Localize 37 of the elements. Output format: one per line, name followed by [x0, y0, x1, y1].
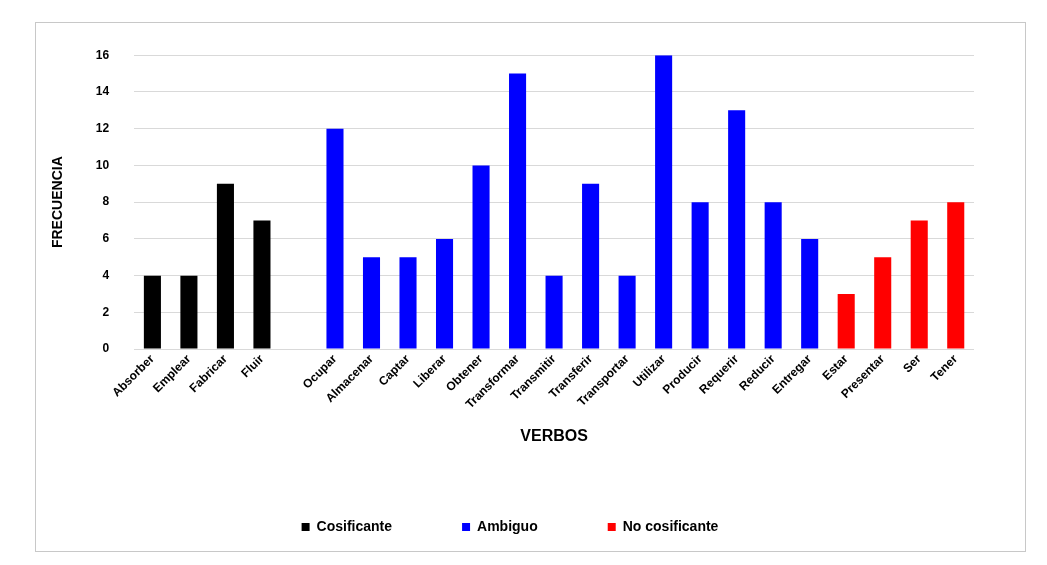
- bar: [472, 165, 490, 349]
- legend-label: Ambiguo: [477, 517, 538, 534]
- bar: [728, 110, 746, 349]
- bar: [764, 202, 782, 349]
- bar: [691, 202, 709, 349]
- y-tick-label: 2: [102, 304, 110, 319]
- bar: [837, 294, 855, 349]
- y-tick-label: 14: [95, 84, 110, 99]
- y-tick-label: 8: [102, 194, 110, 209]
- bar: [253, 220, 271, 349]
- bar: [399, 257, 417, 349]
- bar: [509, 73, 527, 349]
- bar: [362, 257, 381, 349]
- y-tick-label: 4: [102, 267, 110, 282]
- x-axis-title: VERBOS: [520, 426, 589, 444]
- legend-label: No cosificante: [622, 517, 719, 534]
- y-tick-label: 10: [95, 157, 110, 172]
- y-tick-label: 16: [95, 47, 110, 62]
- bar: [910, 220, 928, 349]
- bar: [143, 275, 161, 349]
- bar: [618, 275, 636, 349]
- bar: [216, 183, 234, 349]
- bar: [655, 55, 673, 349]
- bar: [435, 238, 454, 349]
- bar: [801, 238, 819, 349]
- y-tick-label: 12: [95, 120, 110, 135]
- bar: [582, 183, 600, 349]
- y-tick-label: 0: [102, 341, 110, 356]
- bar: [545, 275, 563, 349]
- y-axis-title: FRECUENCIA: [49, 156, 66, 249]
- bar: [180, 275, 198, 349]
- bar: [326, 128, 344, 349]
- bar: [874, 257, 892, 349]
- x-tick-label: Ser: [900, 351, 924, 376]
- legend-label: Cosificante: [316, 517, 393, 534]
- y-tick-label: 6: [102, 231, 110, 246]
- bar: [947, 202, 965, 349]
